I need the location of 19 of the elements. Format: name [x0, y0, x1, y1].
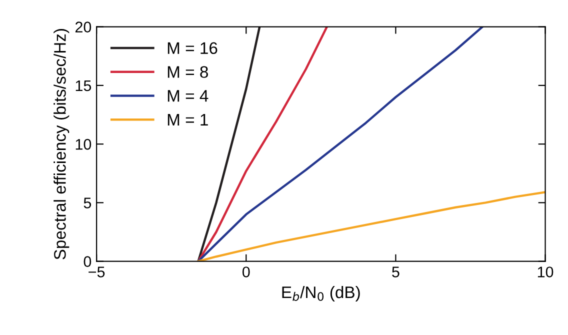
line-series	[197, 26, 261, 262]
y-tick-label: 10	[76, 138, 92, 150]
legend-label: M = 8	[168, 66, 208, 78]
line-series	[197, 26, 328, 262]
y-axis-title: Spectral efficiency (bits/sec/Hz)	[54, 28, 70, 260]
legend-label: M = 16	[168, 42, 218, 54]
line-series	[197, 26, 484, 262]
y-tick-label: 0	[84, 256, 92, 267]
y-tick-label: 5	[84, 198, 92, 208]
x-tick-label: −5	[88, 266, 105, 278]
y-tick-label: 15	[76, 80, 92, 92]
x-tick-label: 5	[392, 266, 400, 278]
x-tick-label: 10	[538, 266, 554, 278]
legend-label: M = 1	[168, 114, 208, 126]
x-tick-label: 0	[242, 266, 250, 278]
x-axis-title: E$_{b}$/N$_{0}$ (dB)	[282, 286, 360, 302]
legend-label: M = 4	[168, 90, 208, 102]
line-series	[197, 191, 546, 262]
y-tick-label: 20	[75, 22, 92, 32]
